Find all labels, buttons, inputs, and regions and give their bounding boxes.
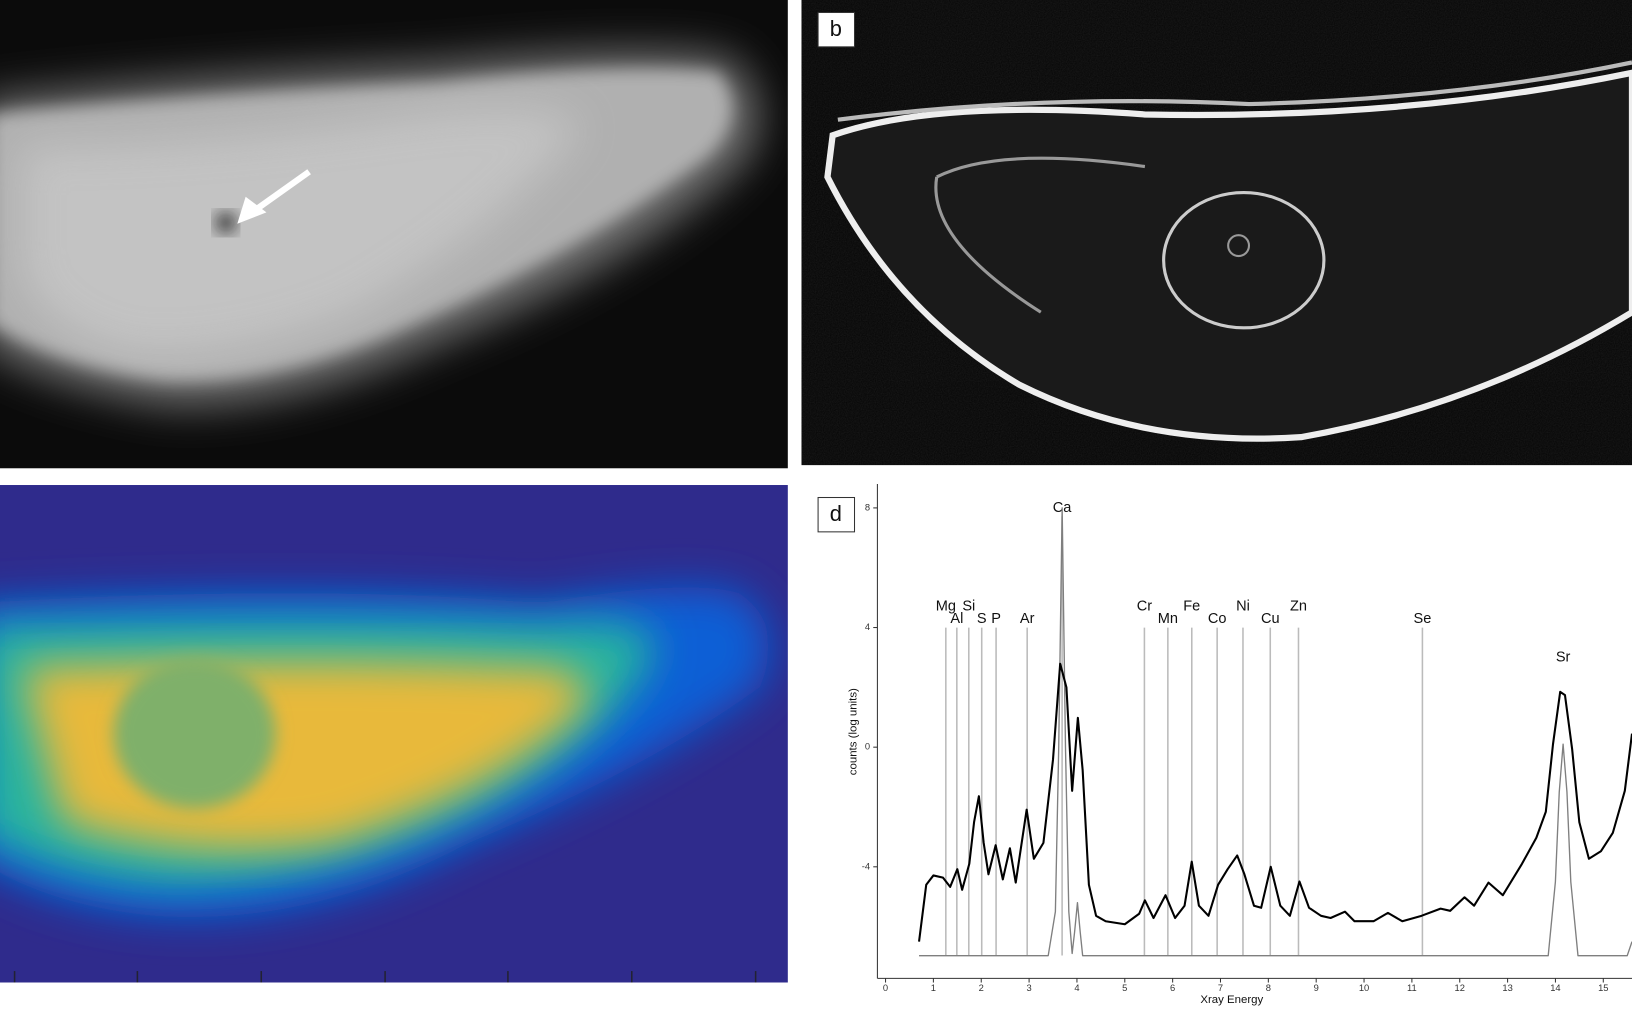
element-label: S — [977, 611, 987, 627]
y-axis-title: counts (log units) — [847, 688, 859, 775]
element-label: Zn — [1290, 599, 1307, 615]
x-tick-label: 10 — [1359, 983, 1369, 993]
x-tick-label: 8 — [1266, 983, 1271, 993]
panel-label-box — [817, 496, 856, 533]
panel-label-box — [817, 11, 856, 48]
panel-c-image — [0, 485, 788, 983]
element-label: Al — [950, 611, 963, 627]
element-label: Cu — [1261, 611, 1280, 627]
y-tick-label: 4 — [865, 622, 870, 632]
element-label: Co — [1208, 611, 1227, 627]
x-tick-label: 4 — [1074, 983, 1079, 993]
panel-label: b — [830, 16, 842, 41]
y-tick-label: 0 — [865, 742, 870, 752]
panel-a-image — [0, 0, 788, 469]
element-label: Mg — [936, 599, 956, 615]
y-tick-label: -4 — [862, 861, 870, 871]
x-tick-label: 2 — [979, 983, 984, 993]
element-label: Se — [1414, 611, 1432, 627]
x-tick-label: 7 — [1218, 983, 1223, 993]
element-label: Ni — [1236, 599, 1250, 615]
panel-label: d — [830, 501, 842, 526]
x-tick-label: 12 — [1455, 983, 1465, 993]
spectrum-line — [918, 662, 1632, 942]
element-label: Cr — [1137, 599, 1153, 615]
element-label: P — [991, 611, 1001, 627]
x-tick-label: 13 — [1502, 983, 1512, 993]
x-tick-label: 9 — [1314, 983, 1319, 993]
element-label: Si — [962, 599, 975, 615]
x-tick-label: 15 — [1598, 983, 1608, 993]
x-tick-label: 6 — [1170, 983, 1175, 993]
element-label: Fe — [1183, 599, 1200, 615]
x-tick-label: 14 — [1550, 983, 1560, 993]
element-label: Ar — [1020, 611, 1035, 627]
y-tick-label: 8 — [865, 502, 870, 512]
x-tick-label: 0 — [883, 983, 888, 993]
panel-b-image — [801, 0, 1632, 466]
element-label: Sr — [1556, 650, 1571, 666]
x-axis-title: Xray Energy — [1200, 994, 1263, 1006]
element-label: Mn — [1158, 611, 1178, 627]
x-tick-label: 1 — [931, 983, 936, 993]
x-tick-label: 5 — [1122, 983, 1127, 993]
x-tick-label: 11 — [1407, 983, 1417, 993]
x-tick-label: 3 — [1026, 983, 1031, 993]
